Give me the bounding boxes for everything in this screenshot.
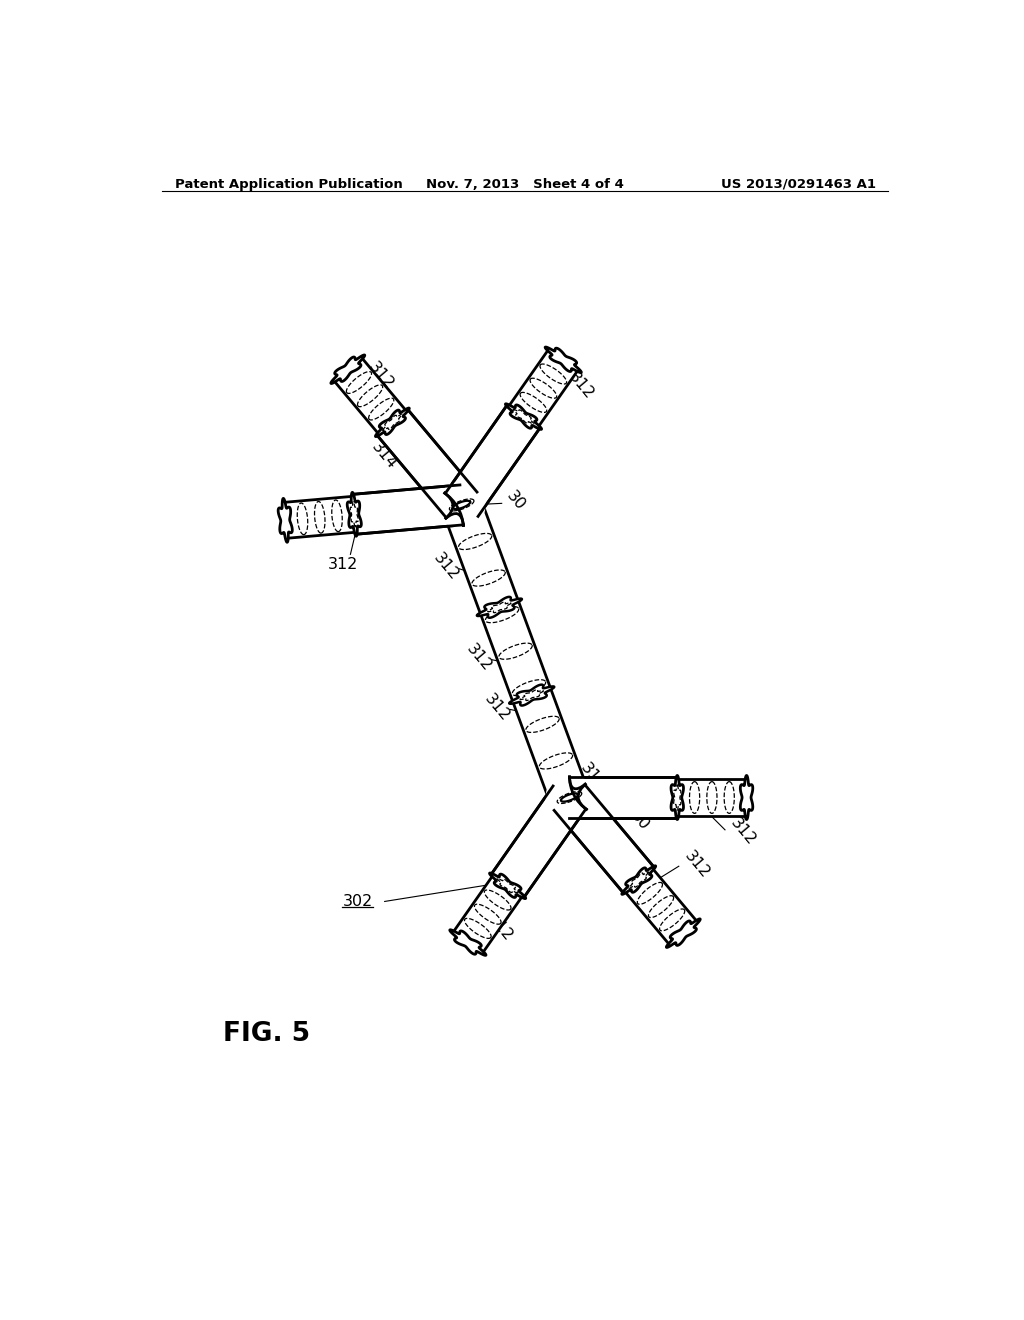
Polygon shape bbox=[352, 484, 464, 535]
Text: US 2013/0291463 A1: US 2013/0291463 A1 bbox=[721, 178, 876, 190]
Text: Patent Application Publication: Patent Application Publication bbox=[175, 178, 403, 190]
Polygon shape bbox=[509, 350, 578, 426]
Polygon shape bbox=[442, 498, 588, 804]
Polygon shape bbox=[377, 409, 477, 517]
Polygon shape bbox=[492, 785, 586, 898]
Polygon shape bbox=[445, 405, 540, 516]
Polygon shape bbox=[622, 866, 655, 895]
Polygon shape bbox=[554, 784, 654, 892]
Text: 314: 314 bbox=[578, 760, 608, 793]
Text: 312: 312 bbox=[727, 816, 759, 849]
Polygon shape bbox=[347, 492, 361, 536]
Polygon shape bbox=[671, 776, 683, 820]
Polygon shape bbox=[477, 597, 522, 618]
Polygon shape bbox=[331, 355, 365, 384]
Polygon shape bbox=[545, 347, 582, 372]
Polygon shape bbox=[284, 496, 356, 539]
Polygon shape bbox=[454, 875, 522, 953]
Text: FIG. 5: FIG. 5 bbox=[223, 1020, 310, 1047]
Text: 312: 312 bbox=[328, 557, 358, 572]
Polygon shape bbox=[450, 929, 486, 956]
Polygon shape bbox=[489, 873, 525, 899]
Polygon shape bbox=[625, 869, 697, 945]
Text: Nov. 7, 2013   Sheet 4 of 4: Nov. 7, 2013 Sheet 4 of 4 bbox=[426, 178, 624, 190]
Text: 30: 30 bbox=[628, 808, 651, 833]
Text: 314: 314 bbox=[369, 440, 399, 473]
Polygon shape bbox=[569, 777, 677, 817]
Text: 312: 312 bbox=[484, 912, 515, 945]
Polygon shape bbox=[376, 408, 410, 437]
Text: 30: 30 bbox=[504, 488, 528, 513]
Text: 312: 312 bbox=[566, 370, 597, 403]
Polygon shape bbox=[509, 685, 554, 705]
Polygon shape bbox=[677, 780, 746, 816]
Polygon shape bbox=[334, 358, 407, 434]
Circle shape bbox=[437, 480, 485, 529]
Text: 302: 302 bbox=[343, 894, 373, 909]
Polygon shape bbox=[279, 499, 292, 543]
Polygon shape bbox=[667, 919, 700, 948]
Text: 312: 312 bbox=[463, 642, 495, 675]
Text: 312: 312 bbox=[681, 849, 712, 882]
Text: 312: 312 bbox=[481, 692, 512, 725]
Polygon shape bbox=[506, 404, 542, 429]
Text: 312: 312 bbox=[366, 359, 396, 392]
Text: 312: 312 bbox=[431, 550, 462, 583]
Circle shape bbox=[546, 774, 594, 821]
Polygon shape bbox=[740, 776, 753, 820]
